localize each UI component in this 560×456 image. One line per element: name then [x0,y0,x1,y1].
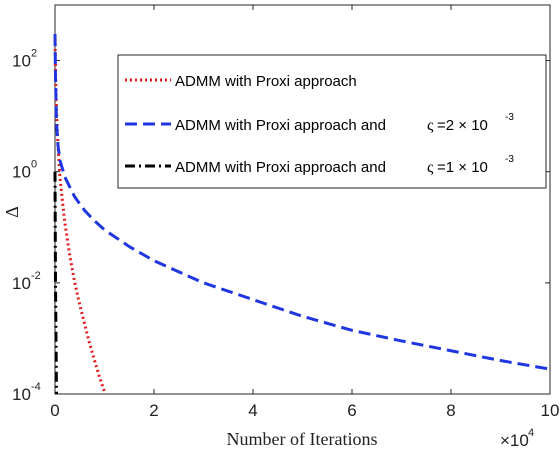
y-tick-exponent: -2 [31,270,41,282]
y-axis-title: Δ [2,206,22,218]
legend-exponent-3: -3 [505,154,514,165]
legend-label-3: ADMM with Proxi approach and [175,159,386,176]
x-tick-label: 8 [446,401,455,420]
legend-box [117,54,547,189]
legend-entry-2: ADMM with Proxi approach and ς =2 × 10 -… [125,112,514,134]
legend-symbol-3: ς [427,159,434,176]
x-tick-label: 2 [149,401,158,420]
x-axis-multiplier: ×10 4 [500,427,534,450]
x-tick-label: 0 [50,401,59,420]
y-tick-exponent: 2 [31,48,37,60]
legend: ADMM with Proxi approach ADMM with Proxi… [117,54,547,189]
legend-entry-1: ADMM with Proxi approach [125,73,357,90]
y-tick-label: 10 [12,274,31,293]
y-tick-label: 10 [12,385,31,404]
legend-value-3: =1 × 10 [437,159,488,176]
x-tick-label: 6 [347,401,356,420]
y-tick-exponent: 0 [31,159,37,171]
x-tick-label: 10 [541,401,560,420]
legend-label-1: ADMM with Proxi approach [175,73,357,90]
legend-exponent-2: -3 [505,112,514,123]
series-line-2 [53,34,551,371]
legend-value-2: =2 × 10 [437,117,488,134]
legend-entry-3: ADMM with Proxi approach and ς =1 × 10 -… [125,154,514,176]
series-layer [53,34,551,395]
x-axis: 0 2 4 6 8 10 [50,5,559,420]
legend-symbol-2: ς [427,117,434,134]
y-tick-exponent: -4 [31,381,41,393]
legend-label-2: ADMM with Proxi approach and [175,117,386,134]
x-axis-multiplier-exponent: 4 [528,427,534,439]
y-tick-label: 10 [12,52,31,71]
y-tick-label: 10 [12,163,31,182]
x-axis-multiplier-base: ×10 [500,431,529,450]
x-axis-title: Number of Iterations [227,429,378,449]
series-line-3 [53,171,58,395]
x-tick-label: 4 [248,401,257,420]
